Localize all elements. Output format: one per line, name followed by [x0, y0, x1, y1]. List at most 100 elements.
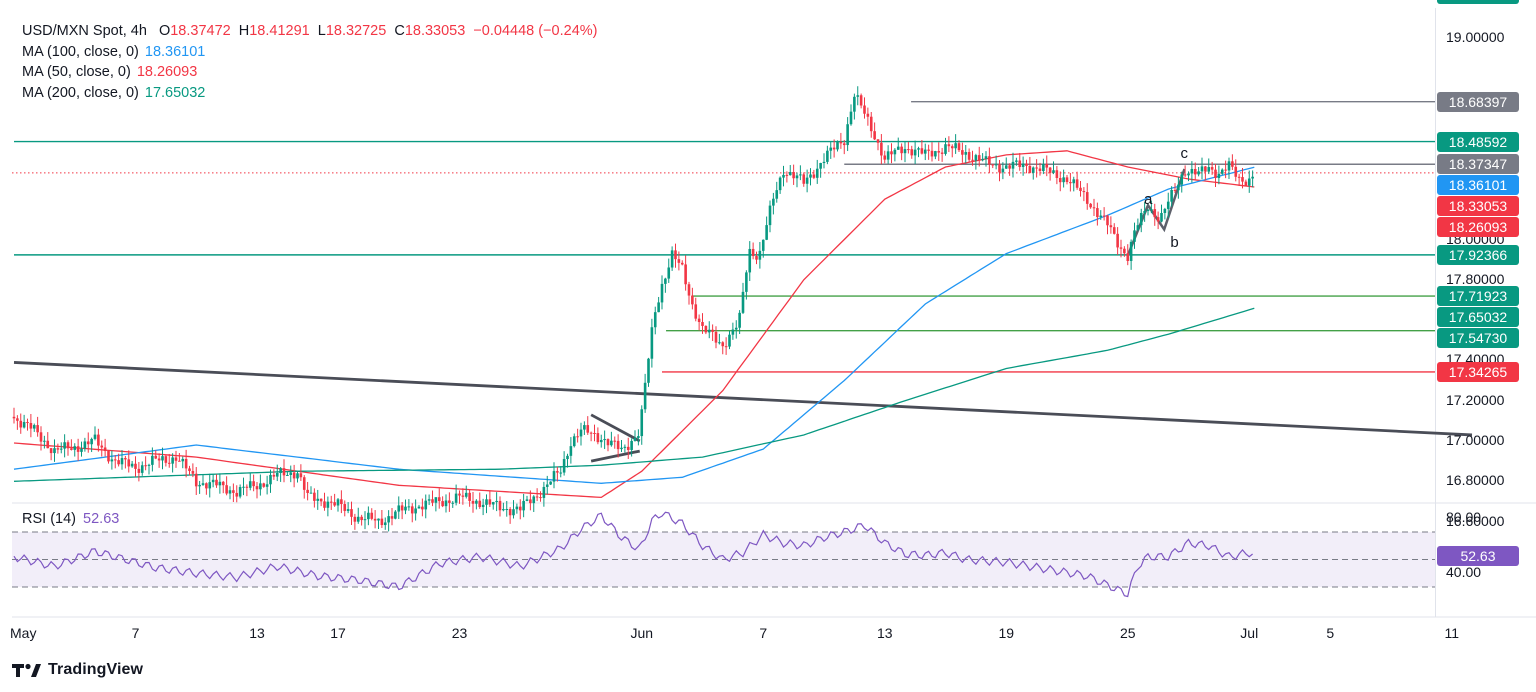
- candle-body: [1079, 187, 1082, 192]
- candle-body: [36, 425, 39, 433]
- candle-body: [154, 455, 158, 459]
- candle-body: [1116, 233, 1119, 248]
- candle-body: [809, 174, 812, 178]
- candle-body: [991, 164, 995, 166]
- candle-body: [367, 512, 370, 520]
- close-label: C: [394, 23, 405, 39]
- candle-body: [29, 422, 33, 429]
- candle-body: [589, 432, 593, 434]
- candle-body: [674, 250, 677, 260]
- candle-body: [782, 174, 785, 178]
- candle-body: [664, 278, 667, 284]
- price-axis-label: 19.00000: [1446, 29, 1505, 45]
- candle-body: [259, 483, 262, 490]
- rsi-line: [13, 511, 1253, 598]
- candle-body: [822, 161, 826, 164]
- candle-body: [188, 468, 191, 472]
- indicator-ma100[interactable]: MA (100, close, 0) 18.36101: [22, 42, 598, 63]
- candle-body: [846, 124, 849, 146]
- candle-body: [400, 505, 404, 511]
- candle-body: [616, 440, 620, 450]
- candle-body: [832, 147, 836, 150]
- candle-body: [1217, 173, 1221, 179]
- candle-body: [529, 499, 532, 504]
- candle-body: [815, 168, 819, 178]
- candle-body: [1143, 211, 1146, 213]
- candle-body: [1092, 207, 1096, 209]
- candle-body: [1129, 241, 1133, 261]
- candle-body: [279, 468, 282, 473]
- indicator-label: MA (50, close, 0): [22, 64, 131, 80]
- candle-body: [1018, 160, 1022, 167]
- candle-body: [289, 472, 293, 475]
- candle-body: [947, 144, 951, 147]
- candle-body: [799, 174, 802, 176]
- candle-body: [677, 259, 681, 263]
- candle-body: [410, 506, 414, 514]
- candle-body: [434, 497, 438, 503]
- indicator-ma200[interactable]: MA (200, close, 0) 17.65032: [22, 83, 598, 104]
- candle-body: [86, 441, 90, 445]
- indicator-ma50[interactable]: MA (50, close, 0) 18.26093: [22, 62, 598, 83]
- candle-body: [26, 422, 29, 424]
- candle-body: [785, 174, 789, 176]
- candle-body: [647, 358, 650, 383]
- candle-body: [1025, 163, 1028, 166]
- candle-body: [488, 499, 492, 505]
- candle-body: [1015, 160, 1018, 162]
- candle-body: [19, 420, 23, 428]
- candle-body: [66, 442, 70, 449]
- candle-body: [306, 489, 309, 493]
- brand-footer[interactable]: TradingView: [12, 661, 143, 679]
- candle-body: [613, 440, 617, 442]
- candle-body: [1247, 178, 1251, 186]
- candle-body: [1075, 179, 1079, 188]
- candle-body: [1021, 163, 1025, 167]
- candle-body: [1065, 177, 1069, 183]
- candle-body: [738, 312, 741, 328]
- candle-body: [232, 490, 235, 493]
- price-tag: 19.22065: [1437, 0, 1519, 4]
- candle-body: [319, 498, 323, 502]
- candle-body: [826, 150, 829, 162]
- candle-body: [556, 471, 559, 473]
- candle-body: [316, 498, 320, 501]
- change-value: −0.04448 (−0.24%): [473, 23, 598, 39]
- candle-body: [475, 500, 478, 504]
- candle-body: [211, 479, 215, 483]
- candle-body: [643, 382, 647, 410]
- candle-body: [39, 432, 43, 442]
- candle-body: [572, 436, 576, 447]
- candle-body: [913, 149, 917, 156]
- trendline: [590, 449, 641, 463]
- candle-body: [1035, 167, 1038, 169]
- candle-body: [964, 152, 968, 155]
- candle-body: [974, 155, 978, 161]
- candle-body: [1214, 169, 1217, 179]
- candle-body: [984, 156, 988, 159]
- candle-body: [421, 506, 424, 510]
- candle-body: [218, 481, 222, 486]
- symbol-title[interactable]: USD/MXN Spot, 4h: [22, 23, 147, 39]
- rsi-label: RSI (14): [22, 511, 76, 527]
- rsi-legend[interactable]: RSI (14) 52.63: [22, 511, 119, 527]
- moving-average-line: [13, 166, 1255, 484]
- candle-body: [583, 425, 586, 430]
- candle-body: [458, 493, 461, 496]
- candle-body: [161, 456, 164, 461]
- candle-body: [869, 116, 873, 132]
- candle-body: [424, 500, 428, 510]
- candle-body: [954, 143, 957, 149]
- candle-body: [242, 486, 245, 488]
- indicator-value: 18.36101: [144, 43, 206, 60]
- candle-body: [255, 486, 259, 490]
- indicator-value: 17.65032: [144, 84, 206, 101]
- candle-body: [1072, 179, 1076, 184]
- candle-body: [539, 497, 542, 499]
- price-tag: 18.33053: [1437, 196, 1519, 217]
- candle-body: [485, 499, 488, 505]
- candle-body: [910, 149, 914, 156]
- price-axis-label: 17.20000: [1446, 391, 1505, 408]
- candle-body: [70, 448, 73, 450]
